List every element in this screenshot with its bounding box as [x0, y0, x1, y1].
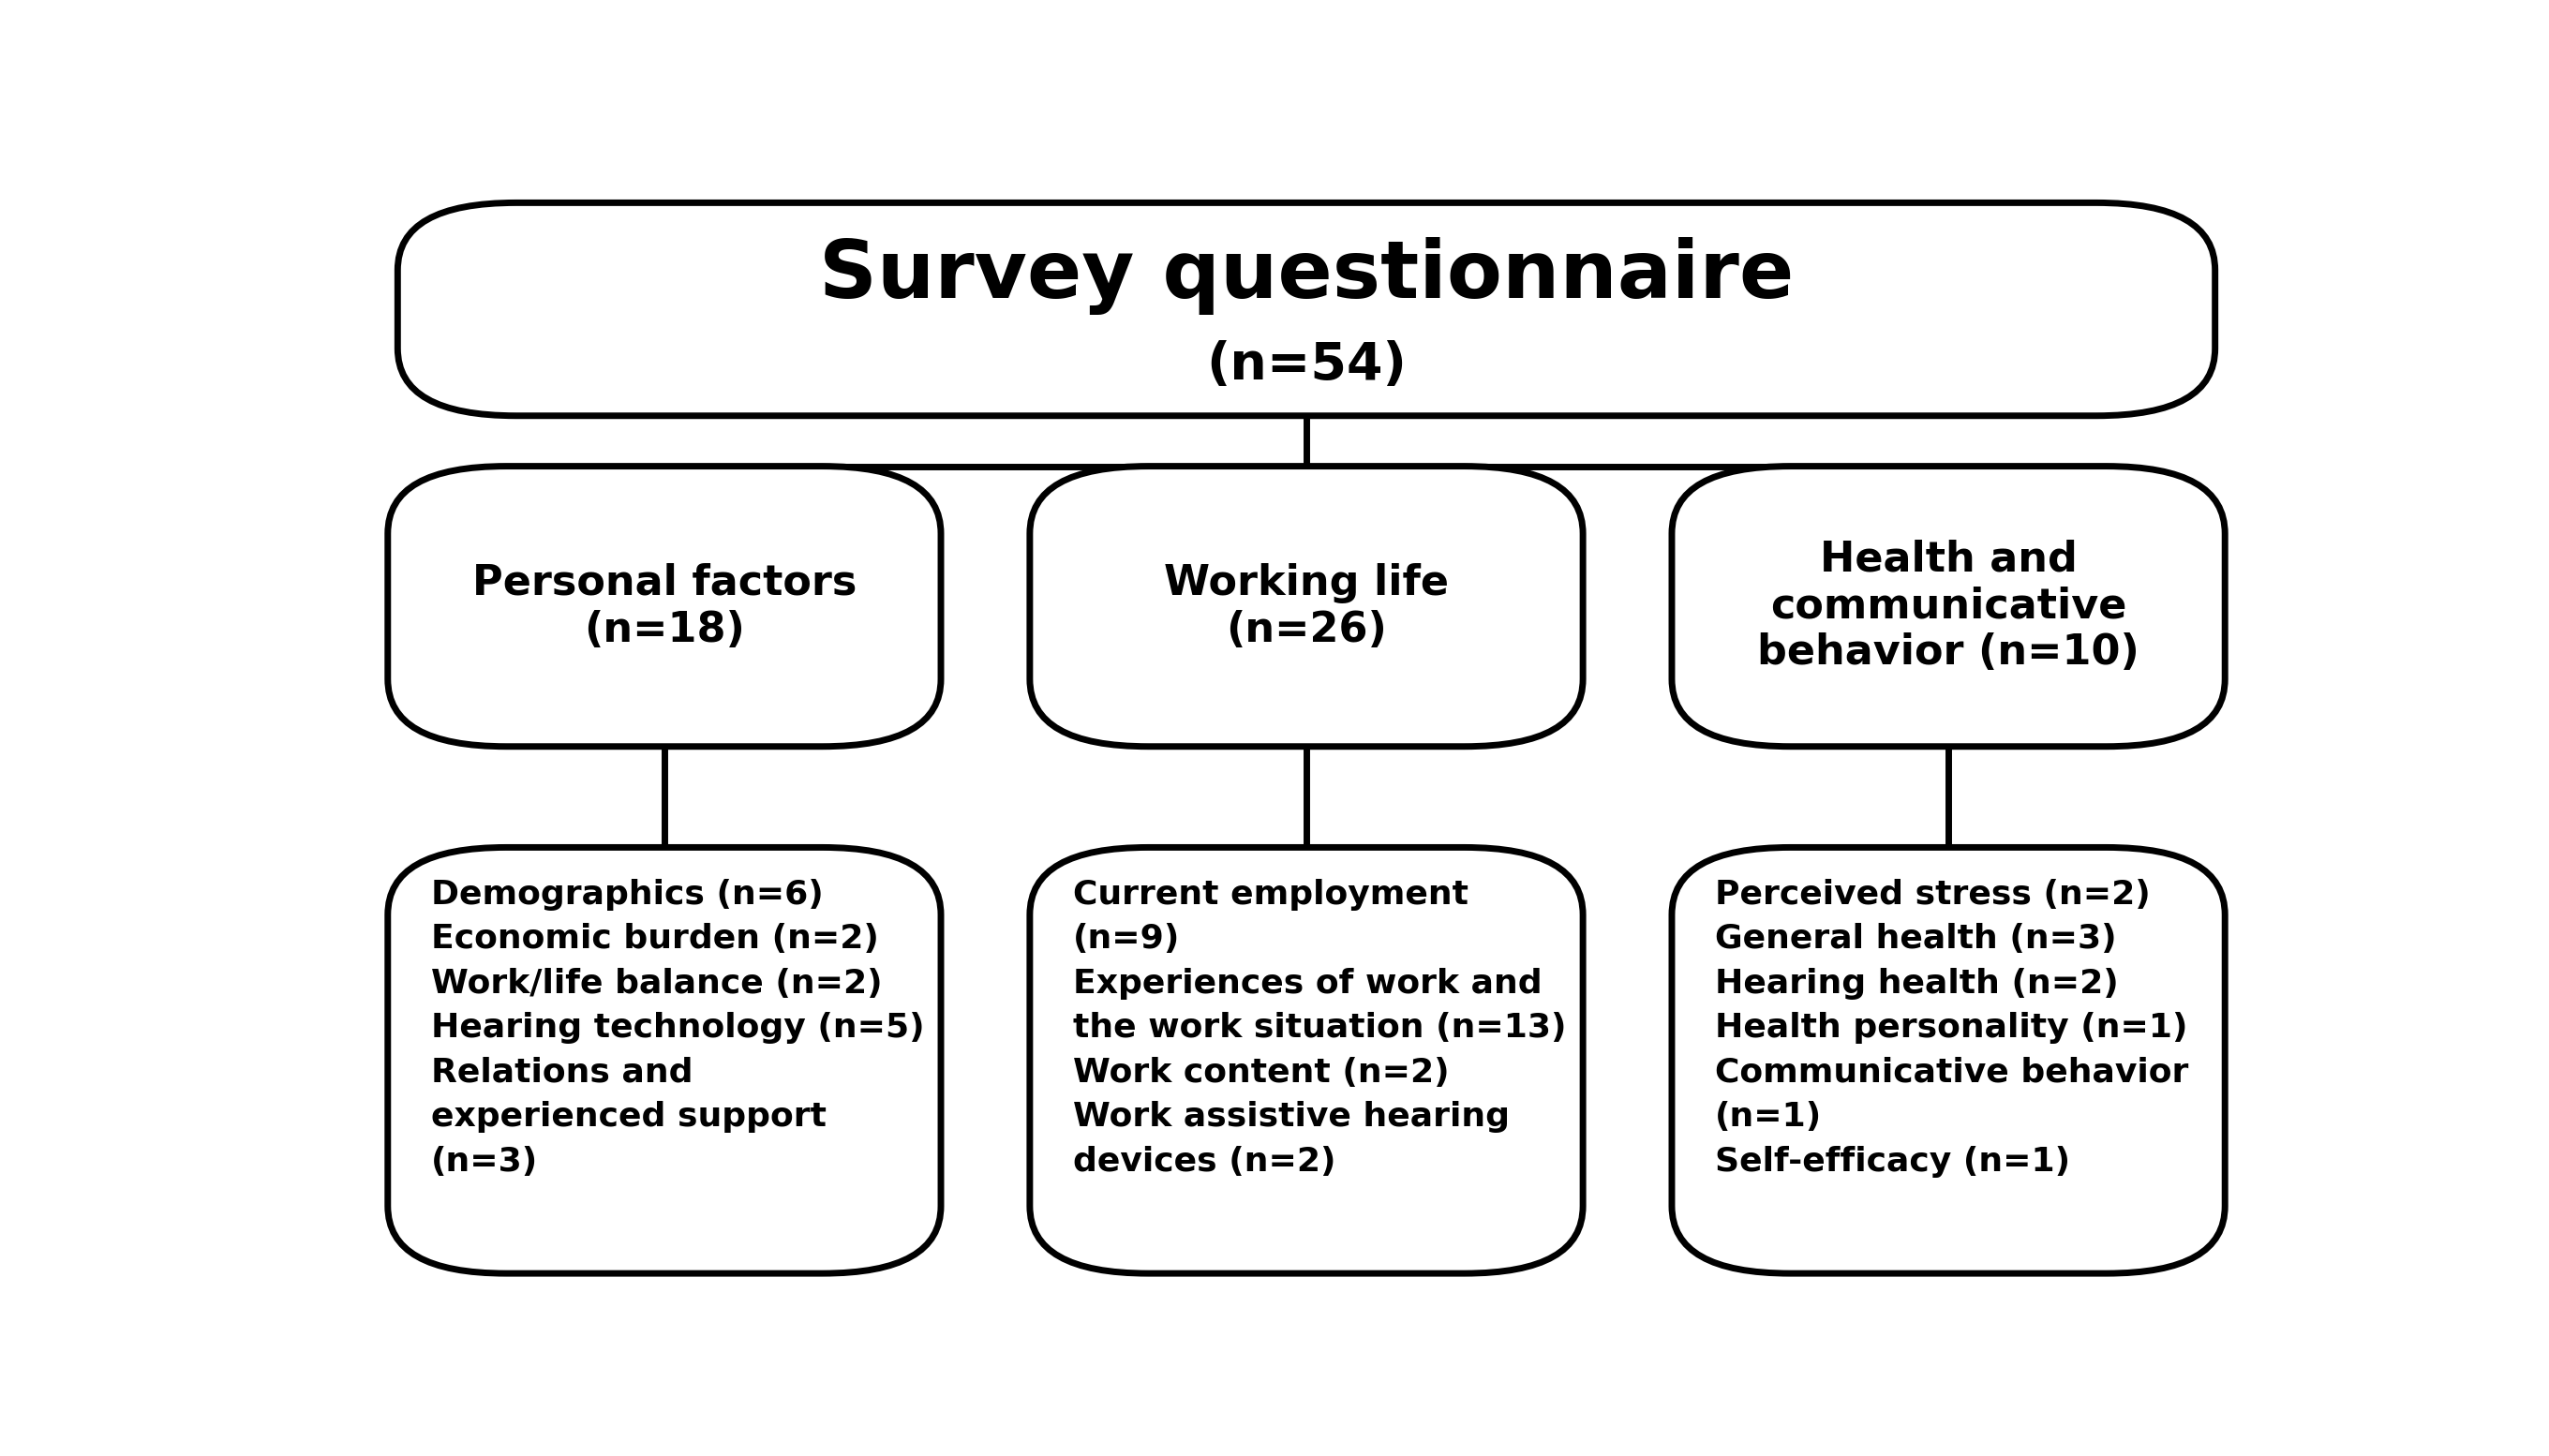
FancyBboxPatch shape [1672, 466, 2225, 747]
Text: Personal factors
(n=18): Personal factors (n=18) [472, 563, 856, 649]
Text: Survey questionnaire: Survey questionnaire [818, 237, 1794, 314]
FancyBboxPatch shape [387, 847, 941, 1274]
FancyBboxPatch shape [398, 202, 2215, 416]
FancyBboxPatch shape [1030, 466, 1583, 747]
Text: Demographics (n=6)
Economic burden (n=2)
Work/life balance (n=2)
Hearing technol: Demographics (n=6) Economic burden (n=2)… [431, 879, 925, 1178]
Text: Working life
(n=26): Working life (n=26) [1165, 563, 1448, 649]
FancyBboxPatch shape [387, 466, 941, 747]
FancyBboxPatch shape [1672, 847, 2225, 1274]
Text: (n=54): (n=54) [1206, 341, 1407, 390]
Text: Health and
communicative
behavior (n=10): Health and communicative behavior (n=10) [1756, 540, 2139, 673]
FancyBboxPatch shape [1030, 847, 1583, 1274]
Text: Current employment
(n=9)
Experiences of work and
the work situation (n=13)
Work : Current employment (n=9) Experiences of … [1073, 879, 1568, 1178]
Text: Perceived stress (n=2)
General health (n=3)
Hearing health (n=2)
Health personal: Perceived stress (n=2) General health (n… [1715, 879, 2190, 1178]
